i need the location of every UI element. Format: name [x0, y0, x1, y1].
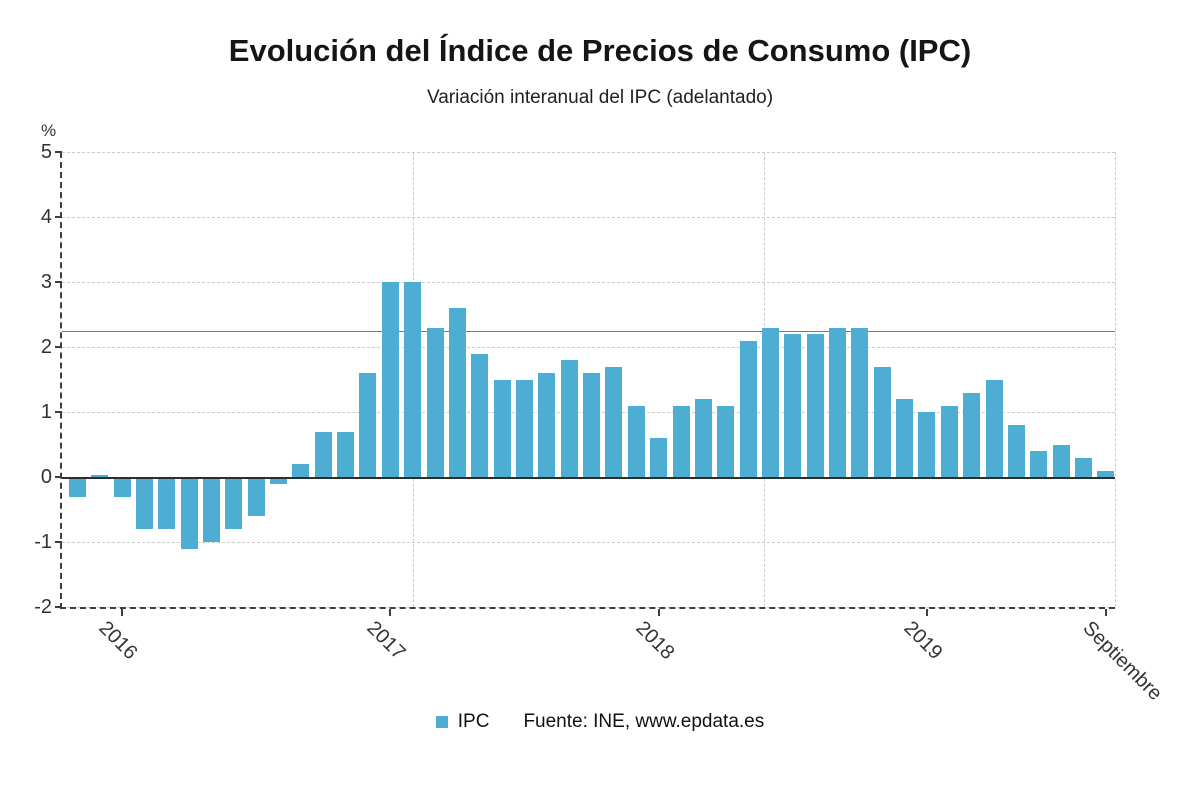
chart-legend: IPC Fuente: INE, www.epdata.es [0, 711, 1200, 733]
y-axis-unit-label: % [41, 121, 57, 140]
y-axis-tick-label: 0 [40, 466, 52, 488]
x-axis-tick-mark [121, 609, 124, 616]
x-axis-tick-mark [925, 609, 928, 616]
gridline-vertical [1115, 152, 1116, 607]
x-axis-tick-label: 2019 [899, 617, 947, 665]
bar[interactable] [270, 477, 288, 484]
bar[interactable] [359, 373, 377, 477]
plot-area: 5 4 3 2 1 0 -1 -2 2016 2017 2018 2019 Septiembre [34, 142, 1166, 705]
gridline-horizontal [62, 282, 1115, 283]
bar[interactable] [963, 392, 981, 477]
bar[interactable] [1030, 451, 1048, 477]
bar[interactable] [448, 308, 466, 477]
legend-series-label: IPC [457, 711, 490, 732]
x-axis-line [60, 607, 1115, 609]
x-axis-tick-mark [389, 609, 392, 616]
y-axis-tick-label: 5 [40, 141, 52, 163]
bar[interactable] [896, 399, 914, 477]
x-axis-tick-mark [1104, 609, 1107, 616]
bar[interactable] [91, 475, 109, 477]
y-axis-tick-label: 3 [40, 271, 52, 293]
bar[interactable] [806, 334, 824, 477]
legend-swatch-icon [435, 716, 448, 728]
bar[interactable] [314, 431, 332, 477]
bar[interactable] [404, 282, 422, 477]
gridline-horizontal [62, 217, 1115, 218]
bar[interactable] [694, 399, 712, 477]
bar[interactable] [851, 327, 869, 477]
x-axis-tick-label: Septiembre [1078, 617, 1167, 705]
bar[interactable] [1052, 444, 1070, 477]
bar[interactable] [985, 379, 1003, 477]
bar[interactable] [158, 477, 176, 529]
bar[interactable] [784, 334, 802, 477]
y-axis-tick-mark [55, 476, 62, 478]
bar[interactable] [1075, 457, 1092, 477]
bar[interactable] [627, 405, 645, 477]
bar[interactable] [135, 477, 153, 529]
x-axis-tick-label: 2017 [362, 617, 410, 665]
y-axis-tick-label: 4 [40, 206, 52, 228]
bar[interactable] [583, 373, 601, 477]
x-axis-tick-label: 2016 [94, 617, 142, 665]
bar[interactable] [717, 405, 735, 477]
bar[interactable] [426, 327, 444, 477]
y-axis-line [60, 152, 62, 609]
bar[interactable] [1007, 425, 1025, 477]
bar[interactable] [940, 405, 958, 477]
y-axis-tick-mark [55, 216, 62, 218]
bar[interactable] [471, 353, 489, 477]
bar[interactable] [202, 477, 220, 542]
bar[interactable] [829, 327, 847, 477]
x-axis-tick-label: 2018 [631, 617, 679, 665]
y-axis-tick-mark [55, 151, 62, 153]
bar[interactable] [560, 360, 578, 477]
y-axis-tick-mark [55, 281, 62, 283]
y-axis-tick-label: 1 [40, 401, 52, 423]
bar[interactable] [538, 373, 556, 477]
bar[interactable] [225, 477, 243, 529]
y-axis-tick-mark [55, 411, 62, 413]
reference-line [62, 330, 1115, 332]
bar[interactable] [739, 340, 757, 477]
bar[interactable] [650, 438, 668, 477]
page-title: Evolución del Índice de Precios de Consu… [228, 33, 972, 68]
bar[interactable] [68, 477, 86, 497]
gridline-horizontal [62, 347, 1115, 348]
bar[interactable] [1097, 470, 1115, 477]
gridline-horizontal [62, 542, 1115, 543]
bar[interactable] [918, 412, 936, 477]
bar[interactable] [337, 431, 355, 477]
bar[interactable] [180, 477, 198, 549]
bar[interactable] [493, 379, 511, 477]
y-axis-tick-label: -2 [34, 596, 52, 618]
zero-baseline [62, 477, 1115, 479]
bar[interactable] [381, 282, 399, 477]
y-axis-tick-label: 2 [40, 336, 52, 358]
bar[interactable] [247, 477, 265, 516]
bar[interactable] [672, 405, 690, 477]
y-axis-tick-mark [55, 346, 62, 348]
chart-subtitle: Variación interanual del IPC (adelantado… [426, 87, 774, 108]
x-axis-tick-mark [657, 609, 660, 616]
y-axis-tick-label: -1 [34, 531, 52, 553]
bar[interactable] [761, 327, 779, 477]
bar[interactable] [605, 366, 623, 477]
y-axis-tick-mark [55, 541, 62, 543]
legend-item-ipc[interactable]: IPC [435, 711, 490, 733]
y-axis-tick-mark [55, 606, 62, 608]
bar[interactable] [292, 464, 310, 477]
bar[interactable] [873, 366, 891, 477]
source-attribution: Fuente: INE, www.epdata.es [523, 711, 765, 732]
gridline-horizontal [62, 152, 1115, 153]
bar[interactable] [113, 477, 131, 497]
bar[interactable] [516, 379, 533, 477]
